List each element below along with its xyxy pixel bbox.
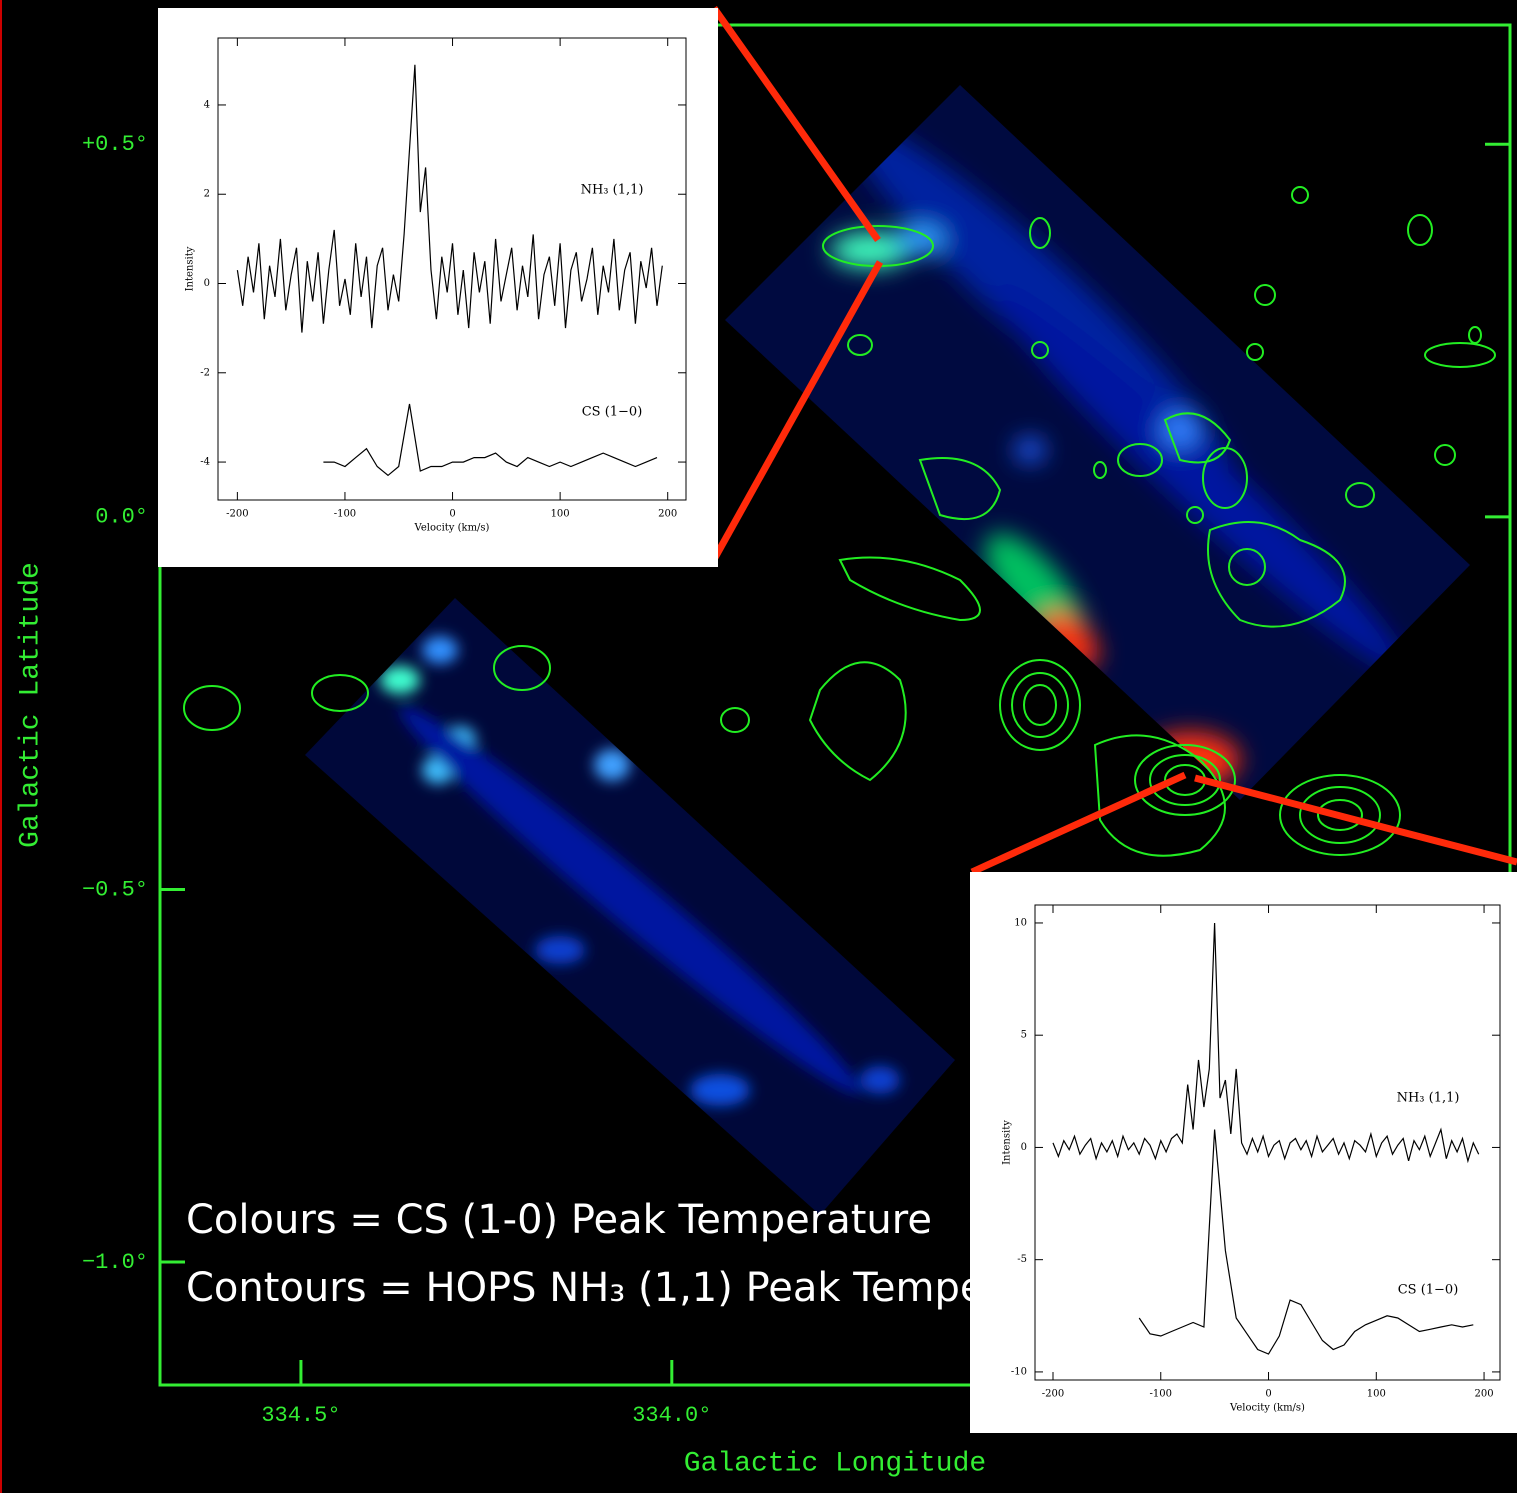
x-tick-label: 100: [1367, 1389, 1386, 1400]
inset-spectrum: -200 -100 0 100 200 -10 -5 0 5 10 Velocity (km/s) I…: [1002, 904, 1501, 1414]
x-tick-label: -100: [1150, 1389, 1172, 1400]
inset-background: [158, 8, 718, 567]
y-axis-label: Intensity: [185, 246, 196, 291]
y-tick-label: −0.5°: [82, 877, 148, 902]
main-axes: 334.5° 334.0° +0.5° 0.0° −0.5° −1.0° Galactic …: [15, 23, 1512, 1479]
x-tick-label: -100: [334, 509, 356, 520]
colour-map: [305, 85, 1470, 1215]
y-tick-label: 2: [204, 189, 210, 200]
y-tick-label: 5: [1021, 1030, 1027, 1041]
axes-frame: [1034, 904, 1501, 1381]
x-axis-label: Velocity (km/s): [414, 523, 490, 534]
x-tick-label: -200: [1042, 1389, 1064, 1400]
x-tick-label: 200: [1475, 1389, 1494, 1400]
inset-background: [970, 872, 1517, 1433]
series-label: CS (1−0): [1398, 1283, 1459, 1298]
y-axis-label: Galactic Latitude: [15, 562, 46, 848]
series-label: CS (1−0): [582, 405, 643, 420]
x-tick-label: 200: [658, 509, 677, 520]
y-tick-label: -10: [1011, 1366, 1027, 1377]
x-tick-label: -200: [226, 509, 248, 520]
series-label: NH₃ (1,1): [581, 183, 644, 198]
annotations: Colours = CS (1-0) Peak Temperature Conto…: [186, 1197, 1107, 1311]
y-axis-label: Intensity: [1002, 1120, 1013, 1165]
spectrum-line: [236, 64, 663, 333]
x-tick-label: 100: [551, 509, 570, 520]
annotation: Contours = HOPS NH₃ (1,1) Peak Temperatu…: [186, 1265, 1107, 1311]
y-tick-label: 10: [1014, 917, 1027, 928]
spectrum-line: [1052, 922, 1480, 1164]
x-axis-label: Velocity (km/s): [1229, 1403, 1305, 1414]
y-tick-label: 4: [204, 99, 210, 110]
contours: [183, 186, 1496, 857]
y-tick-label: 0: [204, 278, 210, 289]
annotation: Colours = CS (1-0) Peak Temperature: [186, 1197, 932, 1243]
spectrum-line: [323, 403, 658, 477]
x-tick-label: 334.5°: [261, 1403, 340, 1428]
spectrum-line: [1138, 1129, 1474, 1355]
axes-frame: [158, 23, 1512, 1387]
x-tick-label: 0: [449, 509, 455, 520]
x-tick-label: 334.0°: [632, 1403, 711, 1428]
callout-lines: [708, 5, 1517, 876]
x-axis-label: Galactic Longitude: [684, 1448, 986, 1479]
y-tick-label: −1.0°: [82, 1250, 148, 1275]
y-tick-label: -5: [1017, 1254, 1027, 1265]
y-tick-label: 0.0°: [95, 505, 148, 530]
inset-spectrum: -200 -100 0 100 200 -4 -2 0 2 4 Velocity (km/s) Int…: [185, 37, 687, 534]
series-label: NH₃ (1,1): [1397, 1091, 1460, 1106]
y-tick-label: +0.5°: [82, 132, 148, 157]
y-tick-label: -4: [200, 457, 210, 468]
y-tick-label: 0: [1021, 1142, 1027, 1153]
axes-frame: [217, 37, 687, 501]
y-tick-label: -2: [200, 367, 210, 378]
x-tick-label: 0: [1265, 1389, 1271, 1400]
